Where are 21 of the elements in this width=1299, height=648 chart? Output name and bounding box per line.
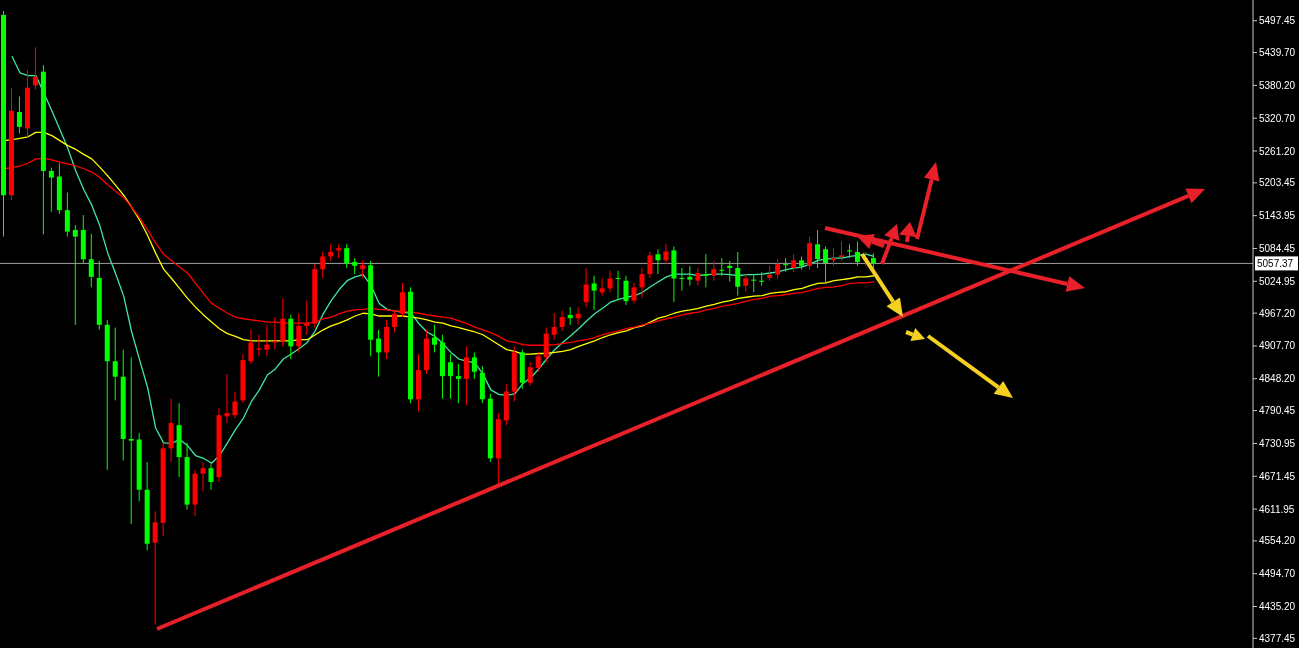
y-tick-label: 4377.45: [1259, 632, 1296, 644]
y-tick-label: 5143.95: [1259, 210, 1296, 222]
y-tick-label: 5203.45: [1259, 177, 1296, 189]
y-tick-label: 4494.70: [1259, 568, 1296, 580]
y-tick-label: 4730.95: [1259, 437, 1296, 449]
y-tick-label: 4554.20: [1259, 535, 1296, 547]
y-tick-label: 4671.45: [1259, 470, 1296, 482]
y-tick-label: 5497.45: [1259, 15, 1296, 27]
y-tick-label: 5261.20: [1259, 145, 1296, 157]
y-tick-label: 4790.45: [1259, 405, 1296, 417]
y-tick-label: 4611.95: [1259, 503, 1295, 515]
y-tick-label: 4967.20: [1259, 307, 1296, 319]
y-tick-label: 4848.20: [1259, 373, 1296, 385]
y-tick-label: 5380.20: [1259, 79, 1296, 91]
y-tick-label: 5320.70: [1259, 112, 1296, 124]
y-tick-label: 5024.95: [1259, 275, 1296, 287]
y-tick-label: 5439.70: [1259, 47, 1296, 59]
y-tick-label: 4435.20: [1259, 601, 1296, 613]
y-tick-label: 4907.70: [1259, 340, 1296, 352]
ref-line-label: 5057.37: [1257, 257, 1294, 269]
y-tick-label: 5084.45: [1259, 243, 1296, 255]
